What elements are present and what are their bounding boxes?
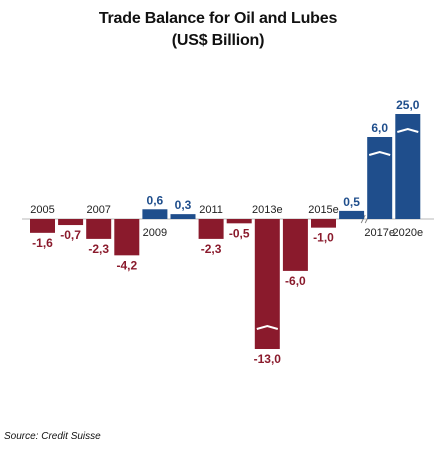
- value-label: -0,5: [229, 226, 250, 240]
- bar-2008: [114, 219, 140, 256]
- value-label: -2,3: [88, 242, 109, 256]
- bar-2013e: [254, 219, 280, 349]
- bar-2010: [170, 214, 196, 219]
- bar-2012: [226, 219, 252, 224]
- value-label: -13,0: [254, 352, 282, 366]
- source-note: Source: Credit Suisse: [4, 431, 101, 442]
- bar-2014e: [282, 219, 308, 271]
- value-label: 0,3: [175, 198, 192, 212]
- value-label: 0,5: [343, 195, 360, 209]
- bar-2015e: [311, 219, 336, 228]
- chart-subtitle: (US$ Billion): [171, 32, 265, 49]
- category-label: 2007: [86, 204, 110, 216]
- bar-2017e: [367, 137, 393, 219]
- bar-break-mark: [368, 150, 391, 156]
- value-label: -6,0: [285, 274, 306, 288]
- bar-2005: [30, 219, 55, 233]
- bar-2006: [58, 219, 84, 226]
- bar-break-mark: [397, 127, 419, 133]
- value-label: -4,2: [116, 258, 137, 272]
- chart-title: Trade Balance for Oil and Lubes: [98, 10, 338, 27]
- value-label: -0,7: [60, 228, 81, 242]
- value-label: 25,0: [396, 98, 420, 112]
- bar-break-mark: [256, 324, 279, 330]
- value-label: 0,6: [147, 193, 164, 207]
- category-label: 2015e: [308, 204, 339, 216]
- bar-2009: [142, 209, 168, 219]
- value-label: 6,0: [371, 121, 388, 135]
- category-label: 2013e: [252, 204, 283, 216]
- category-label: 2017e: [364, 227, 395, 239]
- category-label: 2009: [143, 227, 167, 239]
- bar-2007: [86, 219, 112, 239]
- bar-2016e: [339, 210, 365, 219]
- category-label: 2020e: [393, 227, 424, 239]
- category-label: 2005: [30, 204, 54, 216]
- value-label: -2,3: [201, 242, 222, 256]
- category-label: 2011: [199, 204, 223, 216]
- value-label: -1,0: [313, 231, 334, 245]
- value-label: -1,6: [32, 236, 53, 250]
- bar-2011: [198, 219, 224, 239]
